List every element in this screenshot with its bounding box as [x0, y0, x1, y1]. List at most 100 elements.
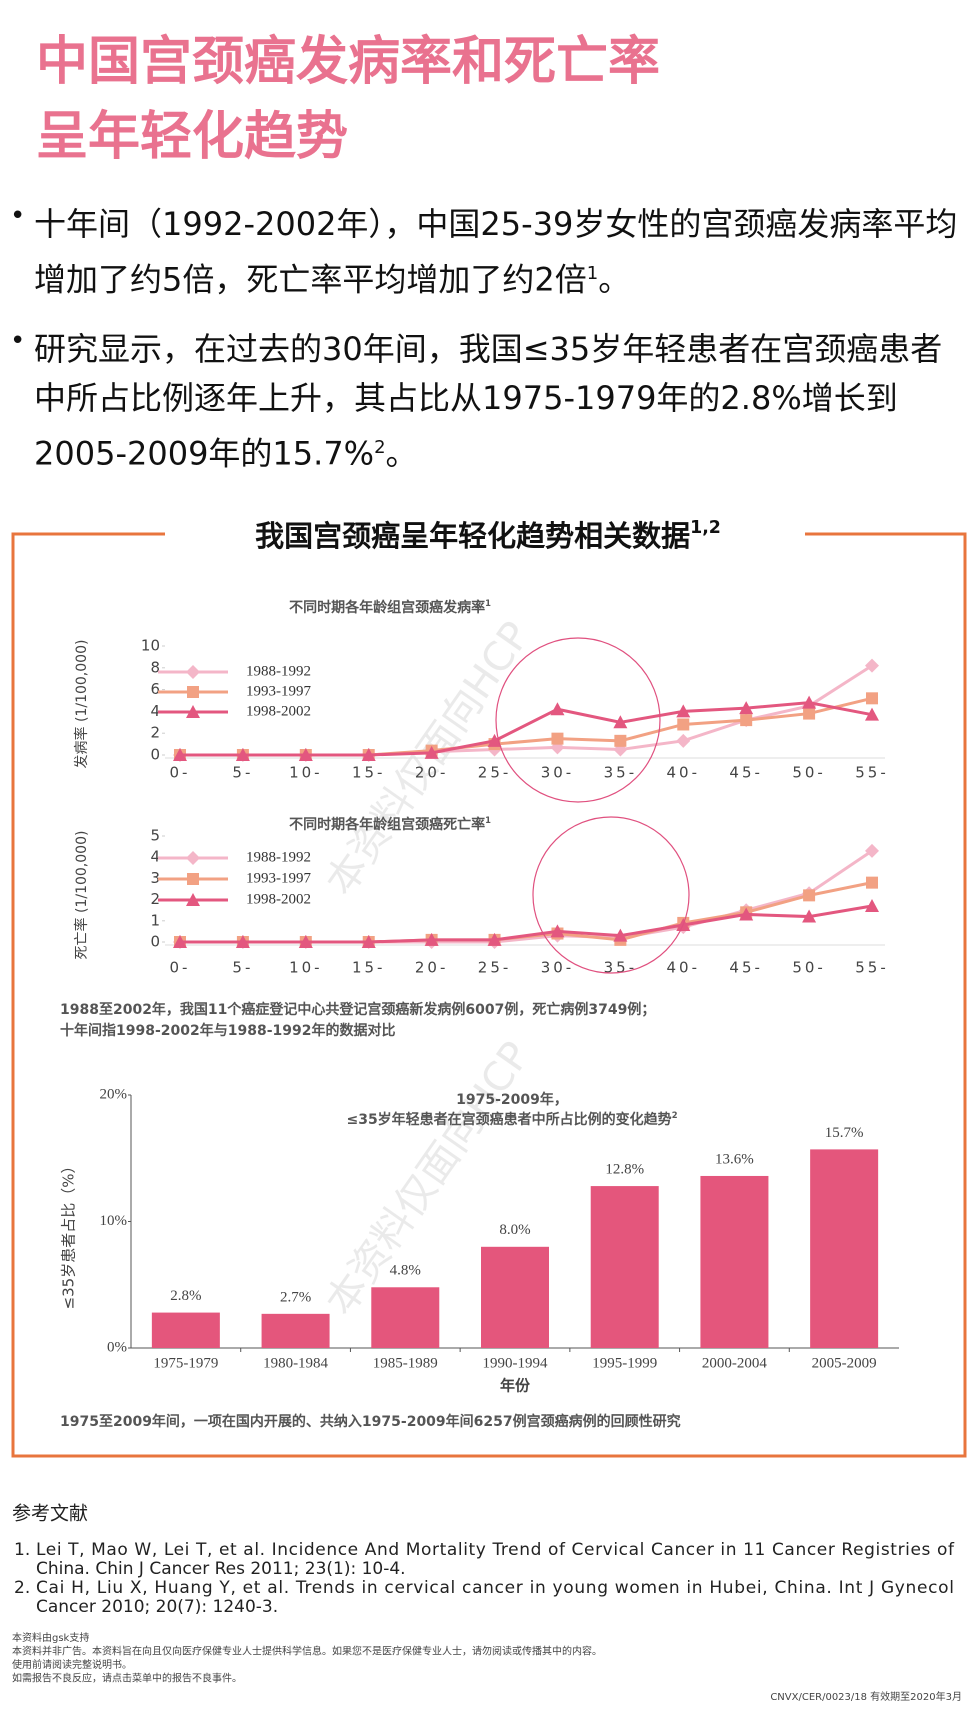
page-title: 中国宫颈癌发病率和死亡率: [36, 32, 660, 92]
x-tick-label: 35-: [604, 959, 638, 977]
marker: [186, 705, 200, 718]
y-tick-label: 2: [150, 724, 160, 742]
x-tick-label: 2005-2009: [812, 1355, 877, 1371]
bullet-sup: 2: [374, 436, 386, 458]
x-tick-label: 40-: [667, 764, 701, 782]
value-label: 13.6%: [715, 1151, 754, 1167]
marker: [865, 843, 879, 858]
marker: [187, 686, 199, 698]
x-tick-label: 25-: [478, 959, 512, 977]
bullet-end: 。: [385, 434, 418, 473]
y-axis-label: ≤35岁患者占比（%）: [60, 1159, 78, 1310]
marker: [173, 748, 187, 761]
marker: [677, 718, 690, 731]
value-label: 4.8%: [390, 1263, 421, 1279]
bar: [481, 1246, 549, 1348]
chart-title: ≤35岁年轻患者在宫颈癌患者中所占比例的变化趋势2: [346, 1110, 677, 1129]
marker: [739, 701, 754, 715]
superscript: 1,2: [690, 518, 721, 538]
marker: [676, 704, 691, 718]
y-tick-label: 8: [150, 658, 160, 676]
chart-title: 不同时期各年龄组宫颈癌死亡率1: [289, 815, 491, 834]
x-tick-label: 1995-1999: [592, 1355, 657, 1371]
x-axis-label: 年份: [500, 1377, 531, 1395]
highlight-circle: [532, 816, 690, 974]
reference-number: 2.: [14, 1578, 30, 1598]
marker: [186, 665, 200, 679]
y-tick-label: 3: [150, 869, 160, 887]
marker: [613, 928, 628, 942]
marker: [551, 732, 564, 745]
reference-line: Cancer 2010; 20(7): 1240-3.: [36, 1597, 278, 1617]
x-tick-label: 45-: [729, 764, 763, 782]
x-tick-label: 1985-1989: [373, 1355, 438, 1371]
legend-label: 1988-1992: [246, 849, 311, 865]
y-axis-label: 发病率 (1/100,000): [73, 640, 90, 769]
marker: [424, 745, 439, 759]
x-tick-label: 30-: [541, 959, 575, 977]
page-title: 呈年轻化趋势: [36, 107, 348, 167]
highlight-circle: [495, 637, 661, 803]
reference-line: Cai H, Liu X, Huang Y, et al. Trends in …: [36, 1578, 954, 1598]
text-span: 1975-2009年，: [456, 1091, 568, 1108]
x-tick-label: 1975-1979: [153, 1355, 218, 1371]
text-span: ≤35岁年轻患者在宫颈癌患者中所占比例的变化趋势: [346, 1111, 671, 1128]
bar: [810, 1149, 879, 1348]
marker: [298, 748, 313, 761]
marker: [487, 932, 502, 946]
x-tick-label: 20-: [415, 959, 449, 977]
marker: [739, 907, 754, 921]
marker: [235, 935, 250, 948]
bullet-sup: 1: [586, 263, 599, 284]
superscript: 1: [485, 598, 491, 608]
marker: [865, 898, 879, 912]
text-span: 不同时期各年龄组宫颈癌死亡率: [289, 816, 485, 833]
y-tick-label: 0: [150, 746, 160, 764]
y-tick-label: 10%: [100, 1213, 128, 1229]
footer-line: 本资料并非广告。本资料旨在向且仅向医疗保健专业人士提供科学信息。如果您不是医疗保…: [12, 1645, 602, 1658]
marker: [866, 692, 878, 705]
marker: [424, 932, 439, 946]
bar: [700, 1175, 769, 1348]
x-tick-label: 30-: [541, 764, 575, 782]
bar: [151, 1312, 220, 1348]
value-label: 12.8%: [605, 1162, 644, 1178]
x-tick-label: 35-: [604, 764, 638, 782]
marker: [614, 734, 627, 747]
y-axis-label: 死亡率 (1/100,000): [73, 831, 90, 960]
marker: [298, 935, 313, 948]
x-tick-label: 0-: [170, 764, 191, 782]
x-tick-label: 2000-2004: [702, 1355, 767, 1371]
superscript: 2: [672, 1110, 678, 1120]
marker: [550, 924, 565, 938]
y-tick-label: 0%: [107, 1339, 127, 1355]
x-tick-label: 50-: [792, 764, 826, 782]
marker: [487, 733, 502, 747]
marker: [676, 733, 691, 748]
x-tick-label: 10-: [289, 959, 323, 977]
value-label: 2.7%: [280, 1289, 311, 1305]
superscript: 1: [485, 815, 491, 825]
bullet-text: 十年间（1992-2002年），中国25-39岁女性的宫颈癌发病率平均增加了约5…: [34, 205, 958, 299]
marker: [186, 893, 200, 906]
x-tick-label: 1990-1994: [483, 1355, 548, 1371]
x-tick-label: 45-: [729, 959, 763, 977]
y-tick-label: 6: [150, 680, 160, 698]
y-tick-label: 1: [150, 911, 160, 929]
series-line: [180, 701, 873, 757]
legend-label: 1993-1997: [246, 870, 311, 886]
y-tick-label: 20%: [100, 1086, 128, 1102]
x-tick-label: 20-: [415, 764, 449, 782]
marker: [235, 748, 250, 761]
x-tick-label: 10-: [289, 764, 323, 782]
note: 1975至2009年间，一项在国内开展的、共纳入1975-2009年间6257例…: [60, 1413, 681, 1430]
footer-line: 使用前请阅读完整说明书。: [12, 1658, 132, 1671]
x-tick-label: 55-: [855, 764, 889, 782]
y-tick-label: 5: [150, 827, 160, 845]
text-span: 不同时期各年龄组宫颈癌发病率: [289, 599, 485, 616]
value-label: 8.0%: [499, 1222, 530, 1238]
y-tick-label: 4: [150, 848, 160, 866]
legend-label: 1993-1997: [246, 683, 311, 699]
marker: [865, 658, 879, 673]
